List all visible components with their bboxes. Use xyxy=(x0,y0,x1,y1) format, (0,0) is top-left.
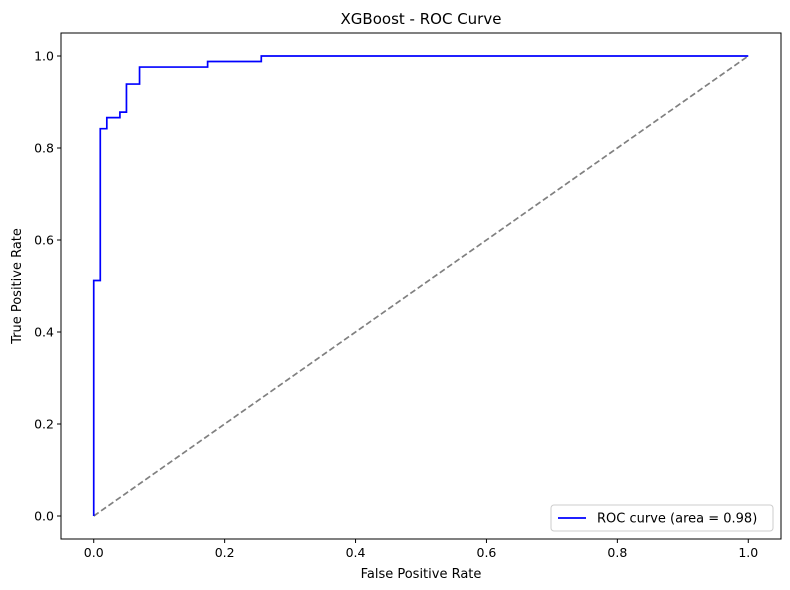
plot-frame xyxy=(60,32,782,540)
y-tick-label: 0.8 xyxy=(34,141,54,156)
roc-curve-line xyxy=(92,55,749,516)
y-axis: 0.0 0.2 0.4 0.6 0.8 1.0 xyxy=(34,49,61,524)
chart-title: XGBoost - ROC Curve xyxy=(341,10,502,28)
y-tick-label: 1.0 xyxy=(34,49,54,64)
y-axis-label: True Positive Rate xyxy=(10,228,25,345)
legend: ROC curve (area = 0.98) xyxy=(550,504,774,532)
x-tick-label: 0.0 xyxy=(84,545,104,560)
x-axis-label: False Positive Rate xyxy=(361,567,482,582)
x-tick-label: 0.6 xyxy=(477,545,497,560)
legend-box xyxy=(550,504,774,532)
x-tick-label: 0.4 xyxy=(346,545,366,560)
legend-label: ROC curve (area = 0.98) xyxy=(597,512,757,527)
x-tick-label: 1.0 xyxy=(738,545,758,560)
random-baseline-line xyxy=(93,55,749,517)
plot-area xyxy=(92,55,749,517)
y-tick-label: 0.0 xyxy=(34,509,54,524)
y-tick-label: 0.4 xyxy=(34,325,54,340)
x-tick-label: 0.8 xyxy=(607,545,627,560)
y-tick-label: 0.6 xyxy=(34,233,54,248)
x-axis: 0.0 0.2 0.4 0.6 0.8 1.0 xyxy=(84,539,758,560)
y-tick-label: 0.2 xyxy=(34,417,54,432)
x-tick-label: 0.2 xyxy=(215,545,235,560)
